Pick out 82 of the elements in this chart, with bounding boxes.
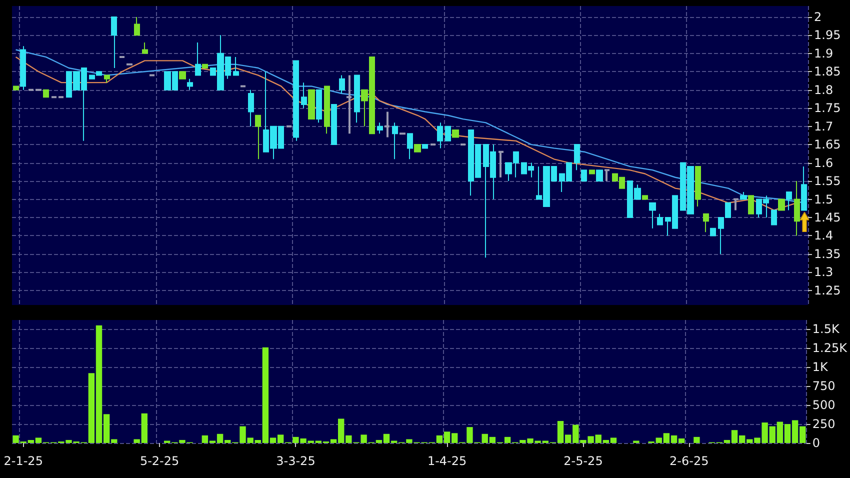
candlestick (248, 89, 254, 127)
y-tick-label: 1K (812, 360, 830, 374)
y-tick-label: 1.55 (814, 174, 841, 188)
candlestick (301, 82, 307, 109)
bar (694, 436, 700, 443)
candlestick (202, 64, 208, 68)
candlestick (392, 122, 398, 160)
y-tick-label: 1.25 (814, 283, 841, 298)
candlestick (703, 213, 709, 233)
candlestick (710, 228, 716, 236)
candlestick (778, 198, 785, 211)
candlestick (437, 122, 443, 149)
x-tick-label: 2-1-25 (4, 454, 43, 468)
candlestick (732, 198, 740, 212)
candlestick (589, 170, 595, 174)
candlestick (316, 89, 322, 124)
x-tick-label: 2-6-25 (670, 454, 709, 468)
candlestick (695, 166, 701, 208)
y-tick-label: 2 (814, 10, 822, 24)
candlestick (331, 104, 337, 146)
candlestick (574, 144, 580, 171)
candlestick (740, 191, 747, 200)
candlestick (801, 166, 807, 211)
candlestick (649, 202, 656, 229)
candlestick (187, 78, 193, 90)
candlestick (179, 71, 186, 80)
candlestick (422, 144, 428, 149)
candlestick (407, 133, 413, 160)
candlestick (657, 213, 663, 226)
y-tick-label: 250 (812, 417, 836, 432)
candlestick (308, 89, 315, 120)
y-tick-label: 1.5 (814, 192, 834, 206)
candlestick (377, 122, 383, 134)
candlestick (748, 195, 754, 214)
candlestick (642, 195, 648, 200)
candlestick (452, 129, 459, 138)
y-tick-label: 1.75 (814, 101, 841, 116)
candlestick (354, 74, 360, 124)
candlestick (104, 74, 110, 84)
candlestick (498, 150, 504, 178)
candlestick (384, 110, 390, 138)
candlestick (255, 114, 261, 160)
candlestick (142, 42, 148, 54)
y-tick-label: 1.5K (812, 322, 840, 336)
y-tick-label: 500 (812, 398, 836, 412)
y-tick-label: 1.7 (814, 119, 834, 134)
candlestick (339, 74, 345, 94)
candlestick (346, 74, 352, 135)
y-tick-label: 1.6 (814, 156, 834, 170)
y-tick-label: 1.25K (812, 341, 848, 356)
candlestick (604, 169, 610, 182)
x-tick-label: 5-2-25 (140, 454, 180, 468)
y-tick-label: 1.95 (814, 28, 841, 42)
y-tick-label: 0 (812, 436, 820, 450)
candlestick (13, 86, 19, 90)
candlestick (596, 170, 603, 182)
y-tick-label: 1.9 (814, 46, 834, 60)
y-tick-label: 1.35 (814, 246, 841, 261)
y-tick-label: 1.65 (814, 138, 841, 152)
candlestick (111, 16, 117, 68)
candlestick (233, 56, 239, 76)
y-tick-label: 1.8 (814, 82, 834, 97)
x-tick-label: 2-5-25 (564, 454, 603, 468)
candlestick (786, 191, 792, 211)
y-tick-label: 1.4 (814, 228, 834, 243)
x-tick-label: 3-3-25 (276, 454, 316, 468)
candlestick (771, 210, 777, 226)
y-tick-label: 1.85 (814, 64, 841, 79)
candlestick (134, 16, 140, 36)
x-tick-label: 1-4-25 (427, 454, 467, 468)
candlestick (414, 144, 421, 152)
candlestick (293, 60, 299, 142)
candlestick (324, 86, 330, 134)
candlestick (794, 180, 800, 236)
candlestick (20, 46, 26, 90)
candlestick (43, 89, 49, 98)
y-tick-label: 1.3 (814, 265, 834, 280)
y-tick-label: 750 (812, 379, 836, 394)
y-tick-label: 1.45 (814, 210, 841, 224)
candlestick (445, 126, 451, 142)
candlestick (581, 170, 587, 182)
candlestick (195, 42, 201, 76)
